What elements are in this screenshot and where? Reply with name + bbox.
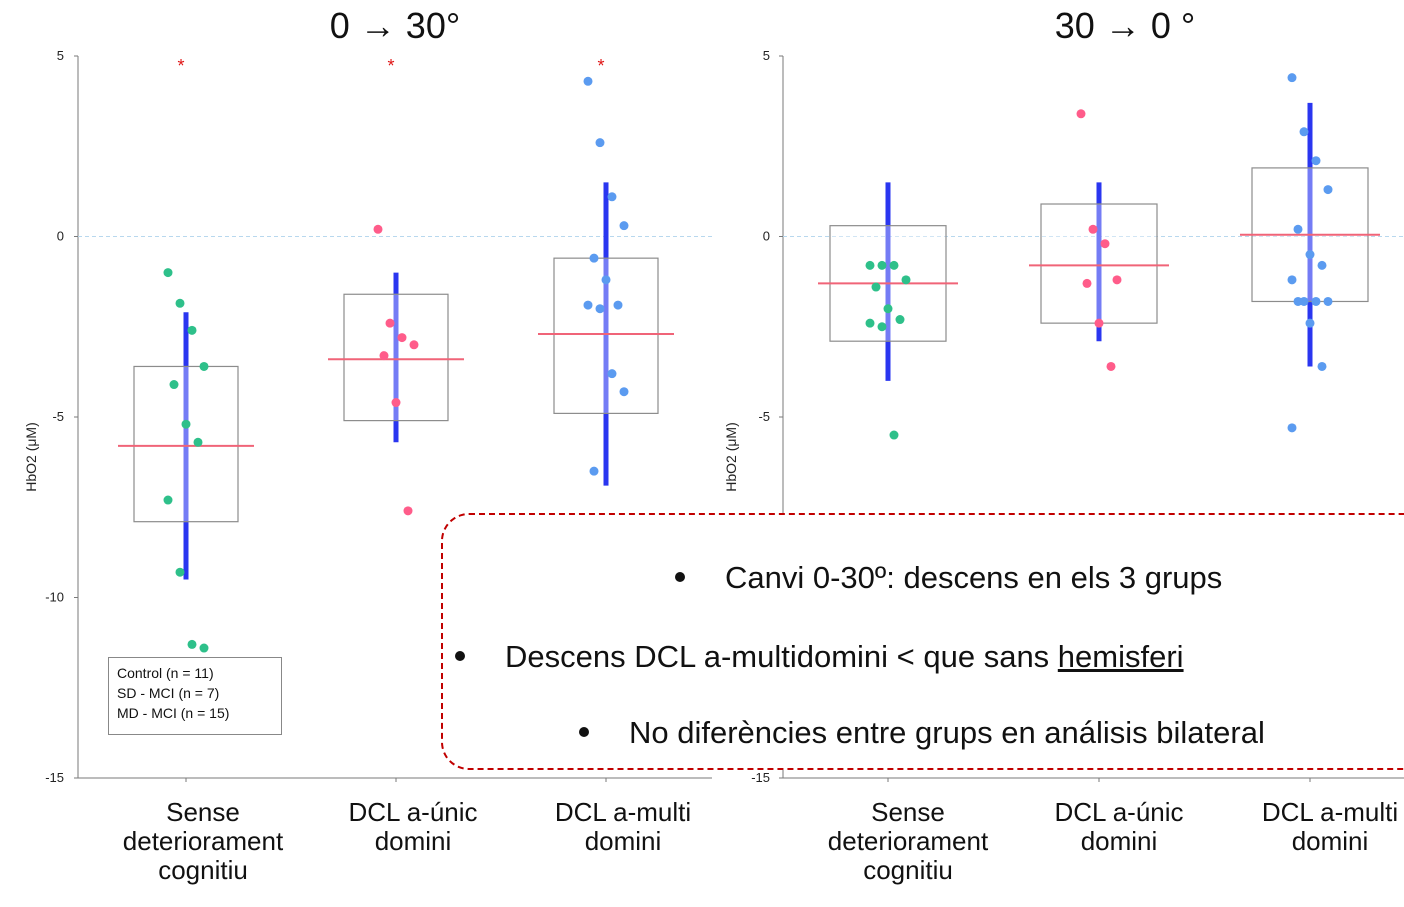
- data-point: [385, 318, 395, 328]
- data-point: [1311, 296, 1321, 306]
- data-point: [619, 387, 629, 397]
- data-point: [619, 221, 629, 231]
- data-point: [181, 419, 191, 429]
- y-tick-label: -15: [45, 770, 64, 785]
- y-tick-label: -5: [52, 409, 64, 424]
- y-tick-label: -15: [751, 770, 770, 785]
- legend-item-sd-mci: SD - MCI (n = 7): [117, 685, 220, 701]
- data-point: [1311, 156, 1321, 166]
- callout-bullet-2: Descens DCL a-multidomini < que sans hem…: [455, 639, 1184, 675]
- category-label: Sense deteriorament cognitiu: [827, 797, 989, 885]
- data-point: [595, 304, 605, 314]
- category-label: DCL a-multi domini: [1261, 797, 1399, 856]
- data-point: [193, 437, 203, 447]
- data-point: [889, 260, 899, 270]
- data-point: [373, 224, 383, 234]
- data-point: [1317, 361, 1327, 371]
- legend-item-md-mci: MD - MCI (n = 15): [117, 705, 230, 721]
- data-point: [1076, 109, 1086, 119]
- data-point: [901, 275, 911, 285]
- y-axis-label: HbO2 (μM): [723, 422, 739, 492]
- box: [133, 365, 239, 523]
- y-tick-label: -10: [45, 590, 64, 605]
- y-tick-label: -5: [758, 409, 770, 424]
- data-point: [865, 318, 875, 328]
- data-point: [169, 380, 179, 390]
- data-point: [583, 300, 593, 310]
- data-point: [409, 340, 419, 350]
- data-point: [895, 315, 905, 325]
- data-point: [1293, 296, 1303, 306]
- y-tick-label: 0: [57, 229, 64, 244]
- significance-marker: *: [177, 56, 184, 76]
- data-point: [1287, 275, 1297, 285]
- bullet-dot-icon: [579, 726, 589, 737]
- data-point: [1112, 275, 1122, 285]
- y-tick-label: 5: [763, 48, 770, 63]
- legend-item-control: Control (n = 11): [117, 665, 214, 681]
- data-point: [175, 298, 185, 308]
- data-point: [607, 192, 617, 202]
- data-point: [397, 333, 407, 343]
- data-point: [1100, 239, 1110, 249]
- y-tick-label: 0: [763, 229, 770, 244]
- data-point: [589, 253, 599, 263]
- data-point: [163, 268, 173, 278]
- data-point: [1323, 185, 1333, 195]
- data-point: [1293, 224, 1303, 234]
- data-point: [187, 639, 197, 649]
- bullet-dot-icon: [455, 650, 465, 661]
- data-point: [1094, 318, 1104, 328]
- category-label: DCL a-únic domini: [348, 797, 478, 856]
- data-point: [607, 369, 617, 379]
- box: [1040, 203, 1158, 324]
- data-point: [175, 567, 185, 577]
- data-point: [865, 260, 875, 270]
- data-point: [883, 304, 893, 314]
- data-point: [199, 643, 209, 653]
- panel-title: 0 → 30°: [330, 5, 460, 46]
- data-point: [1305, 250, 1315, 260]
- data-point: [583, 76, 593, 86]
- data-point: [199, 361, 209, 371]
- data-point: [589, 466, 599, 476]
- data-point: [1305, 318, 1315, 328]
- data-point: [1106, 361, 1116, 371]
- callout-bullet-3: No diferències entre grups en análisis b…: [579, 715, 1265, 751]
- data-point: [1317, 260, 1327, 270]
- callout-bullet-1: Canvi 0-30º: descens en els 3 grups: [675, 560, 1222, 596]
- data-point: [1088, 224, 1098, 234]
- legend: Control (n = 11) SD - MCI (n = 7) MD - M…: [108, 657, 282, 735]
- data-point: [187, 325, 197, 335]
- data-point: [595, 138, 605, 148]
- data-point: [1082, 278, 1092, 288]
- data-point: [877, 322, 887, 332]
- data-point: [1323, 296, 1333, 306]
- data-point: [1287, 423, 1297, 433]
- panel-title: 30 → 0 °: [1055, 5, 1195, 46]
- significance-marker: *: [387, 56, 394, 76]
- bullet-dot-icon: [675, 571, 685, 582]
- category-label: Sense deteriorament cognitiu: [122, 797, 284, 885]
- data-point: [403, 506, 413, 516]
- data-point: [613, 300, 623, 310]
- data-point: [379, 351, 389, 361]
- data-point: [889, 430, 899, 440]
- category-label: DCL a-multi domini: [554, 797, 692, 856]
- data-point: [601, 275, 611, 285]
- category-label: DCL a-únic domini: [1054, 797, 1184, 856]
- data-point: [871, 282, 881, 292]
- summary-callout: Canvi 0-30º: descens en els 3 grups Desc…: [441, 513, 1404, 770]
- data-point: [1287, 73, 1297, 83]
- data-point: [877, 260, 887, 270]
- y-axis-label: HbO2 (μM): [23, 422, 39, 492]
- data-point: [163, 495, 173, 505]
- y-tick-label: 5: [57, 48, 64, 63]
- data-point: [391, 398, 401, 408]
- data-point: [1299, 127, 1309, 137]
- significance-marker: *: [597, 56, 604, 76]
